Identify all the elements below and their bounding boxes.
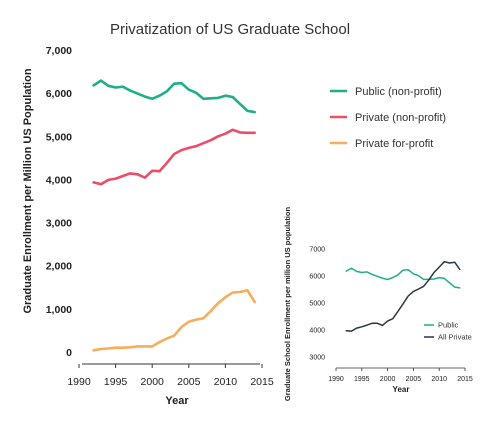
inset-x-tick-label: 2005 <box>406 376 422 383</box>
inset-y-tick-label: 5000 <box>309 301 325 308</box>
inset-y-tick-label: 7000 <box>309 247 325 254</box>
main-chart-title: Privatization of US Graduate School <box>110 21 350 38</box>
inset-x-axis-title: Year <box>393 385 410 394</box>
main-y-tick-label: 7,000 <box>46 45 72 57</box>
main-series-line <box>92 128 256 186</box>
main-y-tick-label: 6,000 <box>46 88 72 100</box>
inset-series-line <box>345 267 461 289</box>
inset-y-tick-label: 4000 <box>309 328 325 335</box>
inset-x-tick-label: 1995 <box>354 376 370 383</box>
main-y-tick-label: 4,000 <box>46 174 72 186</box>
inset-x-tick-label: 2015 <box>457 376 473 383</box>
main-series-line <box>92 289 256 352</box>
main-x-axis-title: Year <box>165 395 189 407</box>
inset-x-tick-label: 1990 <box>328 376 344 383</box>
main-y-axis-title: Graduate Enrollment per Million US Popul… <box>22 68 34 313</box>
main-legend-label: Private for-profit <box>355 138 433 150</box>
inset-legend-label: All Private <box>438 333 472 342</box>
main-x-tick-label: 2015 <box>250 376 274 388</box>
inset-y-tick-label: 6000 <box>309 274 325 281</box>
main-y-tick-label: 1,000 <box>46 304 72 316</box>
main-x-tick-label: 1990 <box>67 376 91 388</box>
main-x-tick-label: 2005 <box>177 376 201 388</box>
main-y-tick-label: 0 <box>66 347 72 359</box>
main-x-tick-label: 2000 <box>141 376 165 388</box>
inset-x-tick-label: 2010 <box>431 376 447 383</box>
inset-series-line <box>345 260 461 332</box>
main-legend-label: Public (non-profit) <box>355 86 442 98</box>
inset-y-tick-label: 3000 <box>309 355 325 362</box>
main-y-tick-label: 2,000 <box>46 261 72 273</box>
main-y-tick-label: 3,000 <box>46 218 72 230</box>
main-series-line <box>92 79 256 114</box>
inset-y-axis-title: Graduate School Enrollment per million U… <box>283 206 292 401</box>
main-y-tick-label: 5,000 <box>46 131 72 143</box>
inset-x-tick-label: 2000 <box>380 376 396 383</box>
main-x-tick-label: 2010 <box>214 376 238 388</box>
inset-legend-label: Public <box>438 321 459 330</box>
main-legend-label: Private (non-profit) <box>355 112 446 124</box>
main-x-tick-label: 1995 <box>104 376 128 388</box>
